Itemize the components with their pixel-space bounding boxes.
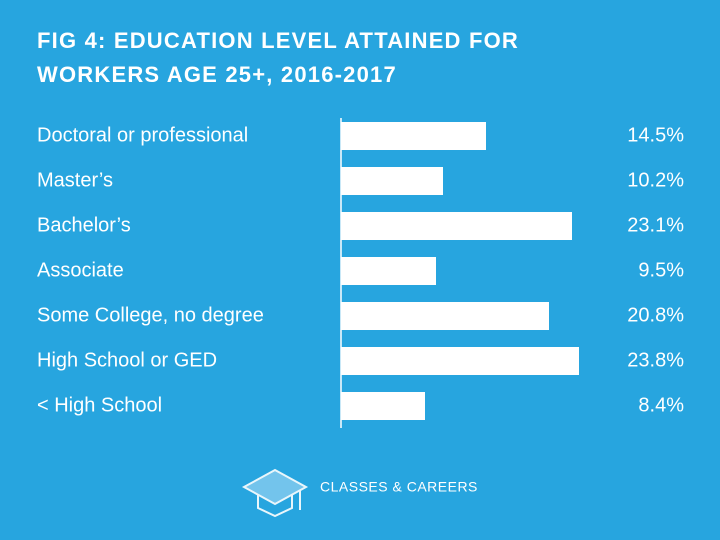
- category-label: Master’s: [37, 169, 113, 191]
- value-label: 14.5%: [627, 124, 684, 146]
- category-label: < High School: [37, 394, 162, 416]
- chart-title: FIG 4: EDUCATION LEVEL ATTAINED FOR WORK…: [37, 28, 519, 87]
- bar: [341, 212, 572, 240]
- category-label: High School or GED: [37, 349, 217, 371]
- category-label: Bachelor’s: [37, 214, 131, 236]
- brand: CLASSES & CAREERS: [320, 479, 478, 495]
- logo-icon: [241, 468, 309, 518]
- value-label: 8.4%: [638, 394, 684, 416]
- category-label: Associate: [37, 259, 124, 281]
- category-label: Doctoral or professional: [37, 124, 248, 146]
- category-label: Some College, no degree: [37, 304, 264, 326]
- value-label: 9.5%: [638, 259, 684, 281]
- value-label: 20.8%: [627, 304, 684, 326]
- bar: [341, 392, 425, 420]
- bar: [341, 257, 436, 285]
- value-label: 23.8%: [627, 349, 684, 371]
- bar: [341, 302, 549, 330]
- bar: [341, 167, 443, 195]
- value-label: 23.1%: [627, 214, 684, 236]
- value-label: 10.2%: [627, 169, 684, 191]
- bar: [341, 347, 579, 375]
- bar: [341, 122, 486, 150]
